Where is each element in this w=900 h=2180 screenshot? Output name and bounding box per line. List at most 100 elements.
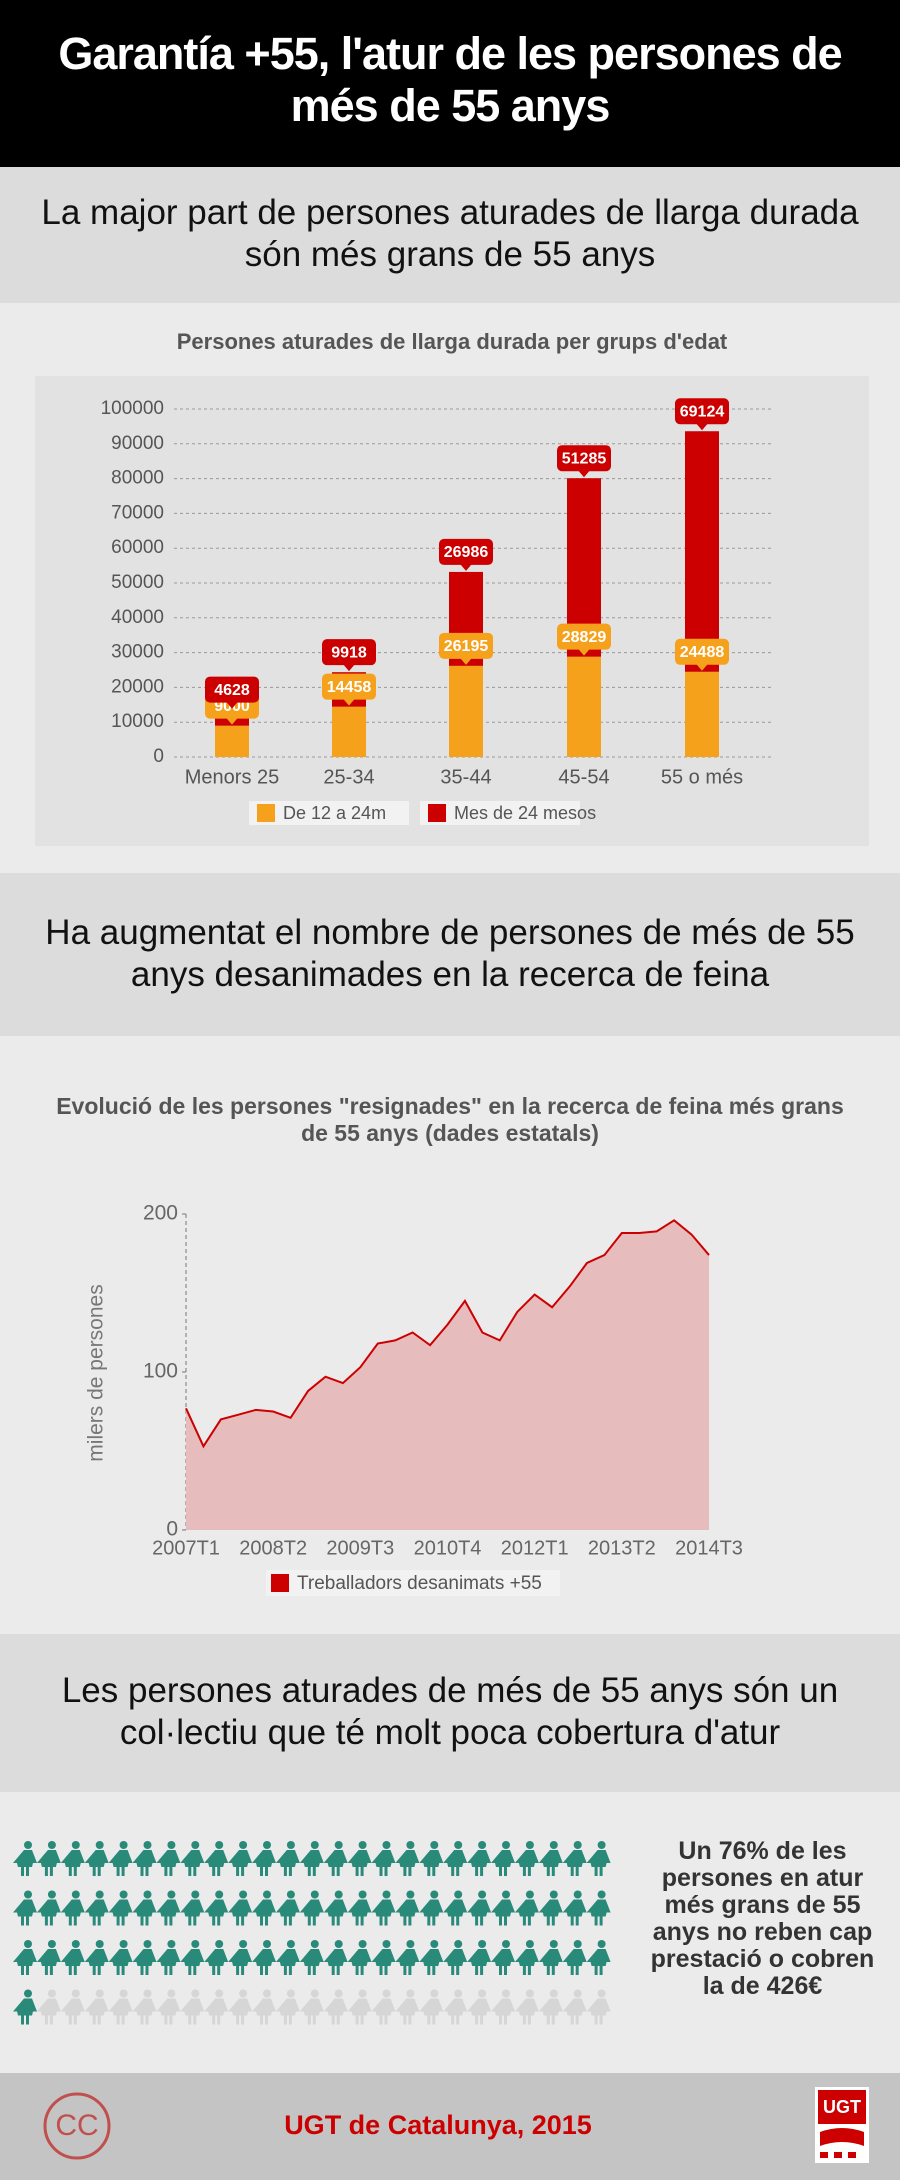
person-icon [371, 1989, 396, 2025]
x-tick-label: 45-54 [558, 766, 609, 788]
legend-label: Treballadors desanimats +55 [297, 1573, 542, 1594]
data-label-pointer [696, 423, 708, 431]
section-band [0, 167, 900, 303]
person-icon [275, 1890, 300, 1926]
data-label-bg [439, 538, 493, 565]
person-icon [108, 1989, 133, 2025]
data-label-pointer [578, 470, 590, 478]
person-icon [586, 1890, 611, 1926]
footer-text: UGT de Catalunya, 2015 [284, 2110, 592, 2140]
data-label-pointer [578, 648, 590, 656]
person-icon [60, 1841, 85, 1876]
section-heading: La major part de persones aturades de ll… [41, 193, 859, 274]
y-tick-label: 30000 [111, 642, 164, 663]
person-icon [491, 1989, 515, 2025]
cc-icon [43, 2092, 111, 2160]
person-icon [562, 1841, 587, 1876]
data-label-bg [557, 623, 611, 650]
data-label-pointer [343, 664, 355, 672]
data-label-pointer [343, 698, 355, 706]
person-icon [36, 1841, 61, 1876]
person-icon [514, 1989, 539, 2025]
section-heading: Ha augmentat el nombre de persones de mé… [45, 913, 855, 994]
data-label: 69124 [680, 403, 725, 420]
person-icon [467, 1940, 492, 1975]
data-label: 26986 [444, 544, 489, 561]
person-icon [419, 1940, 444, 1975]
logo-text: UGT [823, 2097, 861, 2117]
person-icon [252, 1890, 276, 1926]
chart-title: Evolució de les persones "resignades" en… [56, 1093, 844, 1146]
person-icon [60, 1989, 85, 2025]
person-icon [347, 1841, 372, 1876]
legend-box [420, 801, 580, 825]
y-tick-label: 50000 [111, 572, 164, 593]
person-icon [36, 1989, 61, 2025]
person-icon [538, 1989, 563, 2025]
person-icon [132, 1940, 157, 1975]
person-icon [180, 1940, 205, 1975]
person-icon [204, 1890, 229, 1926]
person-icon [586, 1989, 611, 2025]
chart-title: Persones aturades de llarga durada per g… [177, 329, 728, 354]
person-icon [323, 1890, 348, 1926]
person-icon [514, 1841, 539, 1876]
person-icon [275, 1940, 300, 1975]
person-icon [204, 1841, 229, 1876]
person-icon [467, 1989, 492, 2025]
data-label: 26195 [444, 638, 489, 655]
legend-box [266, 1570, 560, 1596]
person-icon [180, 1989, 205, 2025]
data-label-bg [439, 632, 493, 659]
person-icon [395, 1940, 420, 1975]
x-tick-label: 35-44 [440, 766, 491, 788]
person-icon [180, 1841, 205, 1876]
bar-segment [567, 656, 601, 757]
person-icon [60, 1940, 85, 1975]
y-tick-label: 70000 [111, 502, 164, 523]
person-icon [132, 1989, 157, 2025]
person-icon [347, 1890, 372, 1926]
person-icon [299, 1890, 324, 1926]
person-icon [371, 1841, 396, 1876]
data-label-pointer [226, 701, 238, 709]
person-icon [419, 1989, 444, 2025]
person-icon [156, 1940, 181, 1975]
person-icon [13, 1841, 37, 1876]
person-icon [586, 1841, 611, 1876]
y-tick-label: 60000 [111, 537, 164, 558]
person-icon [323, 1989, 348, 2025]
section-band [0, 1634, 900, 1792]
main-title: Garantía +55, l'atur de les persones de … [58, 28, 842, 131]
data-label: 4628 [214, 682, 250, 699]
logo-top [818, 2090, 866, 2124]
x-tick-label: 2010T4 [414, 1537, 482, 1559]
x-tick-label: 25-34 [323, 766, 374, 788]
data-label-bg [322, 673, 376, 700]
x-tick-label: 2012T1 [501, 1537, 569, 1559]
data-label-bg [675, 638, 729, 665]
data-label: 28829 [562, 629, 607, 646]
legend-swatch [271, 1574, 289, 1592]
logo-stripes [820, 2152, 856, 2158]
person-icon [395, 1890, 420, 1926]
person-icon [36, 1940, 61, 1975]
footer-band [0, 2073, 900, 2180]
person-icon [323, 1841, 348, 1876]
person-icon [371, 1890, 396, 1926]
person-icon [204, 1940, 229, 1975]
data-label: 24488 [680, 644, 725, 661]
data-label-pointer [696, 663, 708, 671]
y-tick-label: 40000 [111, 607, 164, 628]
person-icon [395, 1841, 420, 1876]
person-icon [491, 1940, 515, 1975]
person-icon [491, 1890, 515, 1926]
person-icon [228, 1989, 253, 2025]
person-icon [419, 1890, 444, 1926]
person-icon [84, 1841, 109, 1876]
person-icon [467, 1841, 492, 1876]
x-tick-label: 2008T2 [239, 1537, 307, 1559]
person-icon [13, 1940, 37, 1975]
person-icon [586, 1940, 611, 1975]
person-icon [180, 1890, 205, 1926]
